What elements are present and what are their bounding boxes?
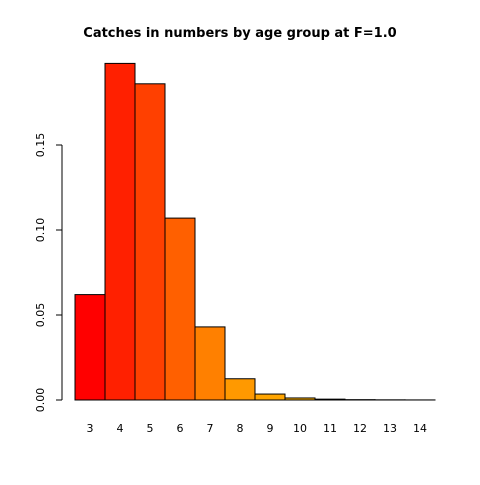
x-tick-label: 5 [147,422,154,435]
bar-age-3 [75,295,105,400]
chart-title: Catches in numbers by age group at F=1.0 [83,26,396,41]
x-tick-label: 12 [353,422,367,435]
x-tick-label: 8 [237,422,244,435]
bar-age-8 [225,379,255,400]
x-tick-label: 14 [413,422,427,435]
bar-age-5 [135,84,165,400]
x-tick-label: 9 [267,422,274,435]
y-axis: 0.00 0.05 0.10 0.15 [34,133,62,413]
x-tick-label: 10 [293,422,307,435]
y-tick-label: 0.00 [34,388,47,413]
x-tick-label: 3 [87,422,94,435]
x-tick-label: 6 [177,422,184,435]
bar-age-7 [195,327,225,400]
x-tick-label: 11 [323,422,337,435]
bar-age-9 [255,394,285,400]
x-axis-labels: 3 4 5 6 7 8 9 10 11 12 13 14 [87,422,428,435]
x-tick-label: 7 [207,422,214,435]
bar-age-6 [165,218,195,400]
y-tick-label: 0.15 [34,133,47,158]
y-tick-label: 0.10 [34,218,47,243]
x-tick-label: 4 [117,422,124,435]
x-tick-label: 13 [383,422,397,435]
y-tick-label: 0.05 [34,303,47,328]
bar-age-4 [105,63,135,400]
bars-layer [75,63,435,400]
